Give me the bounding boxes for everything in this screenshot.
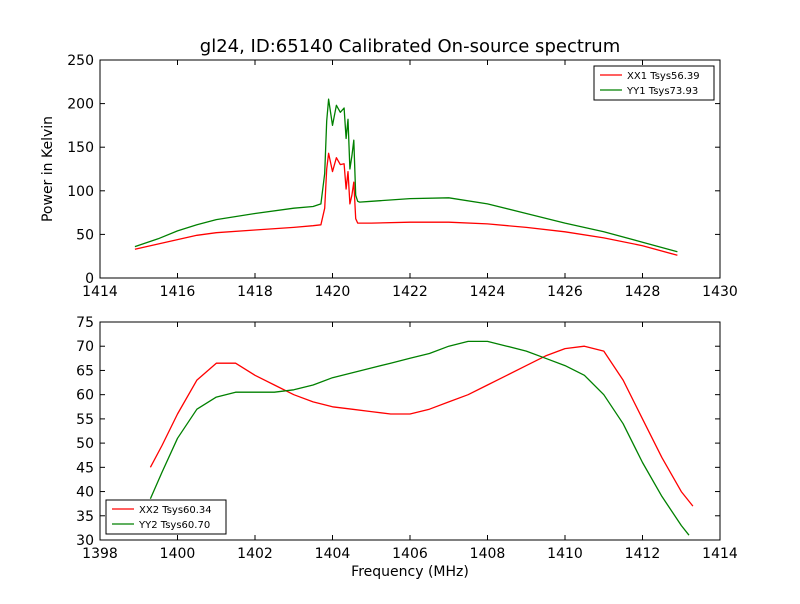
y-tick-label: 35 (76, 509, 94, 525)
x-tick-label: 1430 (702, 284, 738, 300)
legend-label: XX1 Tsys56.39 (627, 71, 700, 82)
chart-title: gl24, ID:65140 Calibrated On-source spec… (200, 36, 620, 57)
x-tick-label: 1414 (82, 284, 118, 300)
y-tick-label: 60 (76, 388, 94, 404)
y-tick-label: 150 (67, 140, 94, 156)
x-tick-label: 1412 (625, 546, 661, 562)
x-tick-label: 1424 (470, 284, 506, 300)
series-line-2-2 (149, 340, 690, 536)
x-tick-label: 1428 (625, 284, 661, 300)
series-line-1-2 (134, 98, 678, 253)
legend: XX1 Tsys56.39 YY1 Tsys73.93 (593, 65, 715, 101)
x-tick-label: 1418 (237, 284, 273, 300)
x-tick-label: 1416 (160, 284, 196, 300)
y-tick-label: 0 (85, 271, 94, 287)
x-tick-label: 1422 (392, 284, 428, 300)
legend-label: YY1 Tsys73.93 (626, 86, 698, 97)
panel-2: 1398 1400 1402 1404 1406 1408 1410 1412 1414 30 35… (76, 315, 738, 580)
legend: XX2 Tsys60.34 YY2 Tsys60.70 (105, 499, 227, 535)
y-tick-label: 50 (76, 436, 94, 452)
y-tick-label: 250 (67, 53, 94, 69)
y-tick-label: 100 (67, 184, 94, 200)
y-tick-label: 45 (76, 460, 94, 476)
y-tick-label: 75 (76, 315, 94, 331)
x-tick-label: 1408 (470, 546, 506, 562)
x-tick-label: 1402 (237, 546, 273, 562)
y-tick-label: 70 (76, 339, 94, 355)
y-tick-label: 65 (76, 363, 94, 379)
y-tick-label: 30 (76, 533, 94, 549)
series-line-1-1 (134, 152, 678, 256)
x-tick-label: 1414 (702, 546, 738, 562)
x-tick-label: 1406 (392, 546, 428, 562)
y-tick-label: 50 (76, 227, 94, 243)
x-tick-label: 1410 (547, 546, 583, 562)
x-axis-label: Frequency (MHz) (351, 564, 469, 580)
legend-label: YY2 Tsys60.70 (138, 520, 210, 531)
series-line-2-1 (149, 345, 694, 507)
legend-box (593, 65, 715, 101)
x-tick-label: 1420 (315, 284, 351, 300)
y-axis-label: Power in Kelvin (40, 116, 56, 222)
y-tick-label: 200 (67, 97, 94, 113)
x-tick-label: 1404 (315, 546, 351, 562)
panel-1: 1414 1416 1418 1420 1422 1424 1426 1428 1430 0 50 1… (40, 53, 738, 300)
y-tick-label: 40 (76, 485, 94, 501)
x-tick-label: 1400 (160, 546, 196, 562)
legend-label: XX2 Tsys60.34 (139, 505, 212, 516)
y-tick-label: 55 (76, 412, 94, 428)
legend-box (105, 499, 227, 535)
x-tick-label: 1398 (82, 546, 118, 562)
x-tick-label: 1426 (547, 284, 583, 300)
